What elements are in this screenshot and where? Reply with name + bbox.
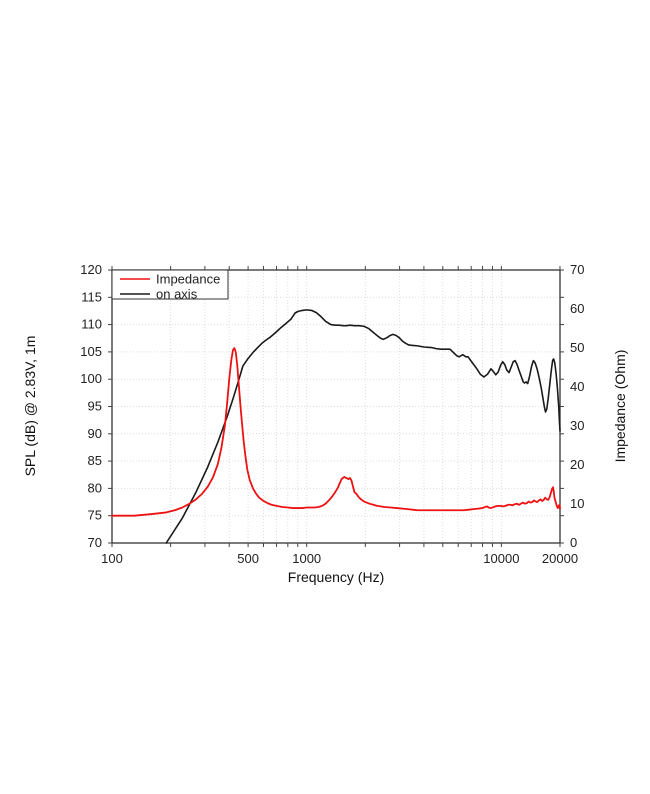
svg-text:95: 95 (88, 399, 102, 414)
svg-text:1000: 1000 (292, 551, 321, 566)
svg-text:Frequency (Hz): Frequency (Hz) (288, 569, 384, 585)
svg-text:SPL (dB) @ 2.83V, 1m: SPL (dB) @ 2.83V, 1m (22, 336, 38, 477)
svg-text:90: 90 (88, 426, 102, 441)
svg-text:20000: 20000 (542, 551, 578, 566)
svg-text:85: 85 (88, 453, 102, 468)
svg-text:10: 10 (570, 496, 584, 511)
svg-text:110: 110 (81, 317, 102, 332)
svg-text:Impedance (Ohm): Impedance (Ohm) (612, 350, 628, 463)
svg-text:120: 120 (80, 262, 102, 277)
svg-text:105: 105 (80, 344, 102, 359)
svg-text:60: 60 (570, 301, 584, 316)
svg-text:100: 100 (80, 371, 102, 386)
svg-text:10000: 10000 (483, 551, 519, 566)
svg-text:0: 0 (570, 535, 577, 550)
svg-text:75: 75 (88, 508, 102, 523)
svg-text:115: 115 (81, 289, 102, 304)
svg-text:Impedance: Impedance (156, 272, 220, 287)
svg-text:30: 30 (570, 418, 584, 433)
svg-text:500: 500 (237, 551, 259, 566)
svg-text:70: 70 (570, 262, 584, 277)
svg-text:100: 100 (101, 551, 123, 566)
svg-text:40: 40 (570, 379, 584, 394)
svg-text:20: 20 (570, 457, 584, 472)
svg-text:50: 50 (570, 340, 584, 355)
svg-text:on axis: on axis (156, 287, 198, 302)
svg-text:70: 70 (88, 535, 102, 550)
svg-text:80: 80 (88, 480, 102, 495)
